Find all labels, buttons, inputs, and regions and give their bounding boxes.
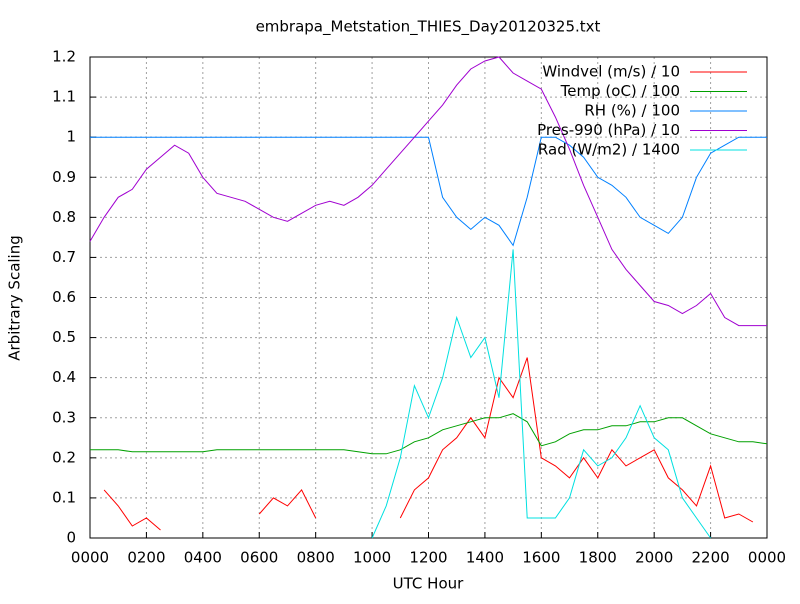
series-line	[90, 136, 767, 247]
y-tick-label: 0.3	[52, 408, 76, 426]
x-tick-label: 0200	[127, 549, 165, 567]
x-tick-label: 2000	[635, 549, 673, 567]
legend-label: Windvel (m/s) / 10	[542, 63, 680, 81]
chart-title: embrapa_Metstation_THIES_Day20120325.txt	[256, 18, 601, 37]
series-line	[90, 413, 768, 455]
y-tick-label: 1	[66, 128, 76, 146]
legend-label: Rad (W/m2) / 1400	[538, 141, 680, 159]
x-tick-label: 1800	[579, 549, 617, 567]
y-axis-label: Arbitrary Scaling	[6, 235, 24, 361]
y-tick-label: 0.4	[52, 368, 76, 386]
legend-label: Pres-990 (hPa) / 10	[537, 121, 680, 139]
series-line	[103, 357, 754, 531]
legend-label: RH (%) / 100	[584, 102, 680, 120]
plot-border	[89, 56, 768, 539]
y-tick-label: 0.7	[52, 248, 76, 266]
y-tick-label: 1.2	[52, 48, 76, 66]
y-tick-label: 0	[66, 529, 76, 547]
x-tick-label: 0400	[184, 549, 222, 567]
x-tick-label: 0000	[748, 549, 786, 567]
x-tick-label: 1600	[522, 549, 560, 567]
y-tick-label: 1.1	[52, 88, 76, 106]
x-tick-label: 0800	[297, 549, 335, 567]
y-tick-label: 0.2	[52, 448, 76, 466]
x-axis-label: UTC Hour	[393, 575, 464, 593]
y-tick-label: 0.6	[52, 288, 76, 306]
y-tick-label: 0.5	[52, 328, 76, 346]
legend-label: Temp (oC) / 100	[560, 82, 680, 100]
y-tick-label: 0.9	[52, 168, 76, 186]
x-tick-label: 1000	[353, 549, 391, 567]
x-tick-label: 2200	[691, 549, 729, 567]
series-line	[371, 249, 712, 539]
x-tick-label: 0600	[240, 549, 278, 567]
y-tick-label: 0.8	[52, 208, 76, 226]
x-tick-label: 0000	[71, 549, 109, 567]
x-tick-label: 1200	[409, 549, 447, 567]
x-tick-label: 1400	[466, 549, 504, 567]
y-tick-label: 0.1	[52, 488, 76, 506]
series-line	[89, 56, 767, 327]
